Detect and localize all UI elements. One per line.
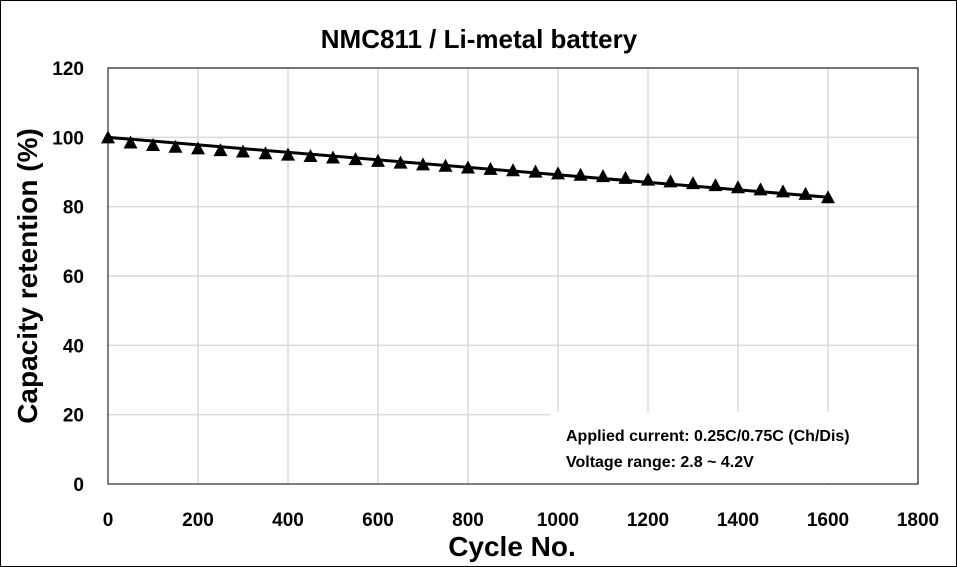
data-point-marker: [393, 155, 408, 169]
data-point-marker: [731, 180, 745, 194]
data-point-marker: [821, 190, 835, 204]
data-point-marker: [371, 153, 385, 167]
x-tick-label: 1800: [897, 510, 939, 531]
data-point-marker: [483, 161, 498, 175]
x-tick-label: 0: [103, 510, 114, 531]
data-point-marker: [101, 130, 115, 144]
data-point-marker: [236, 144, 250, 158]
data-point-marker: [798, 186, 813, 200]
data-point-marker: [213, 143, 228, 157]
data-point-marker: [708, 178, 723, 192]
data-point-marker: [528, 164, 543, 178]
x-axis-label: Cycle No.: [448, 531, 576, 562]
annotation-box: [550, 412, 917, 483]
data-point-marker: [303, 149, 318, 163]
data-point-marker: [776, 184, 790, 198]
series-markers: [101, 130, 835, 204]
data-point-marker: [551, 166, 565, 180]
y-tick-label: 20: [63, 406, 84, 427]
data-point-marker: [596, 169, 610, 183]
data-point-marker: [168, 139, 183, 153]
x-tick-label: 1600: [807, 510, 849, 531]
y-tick-label: 100: [52, 128, 84, 149]
y-tick-label: 60: [63, 267, 84, 288]
x-tick-label: 1400: [717, 510, 759, 531]
y-tick-label: 80: [63, 198, 84, 219]
y-tick-label: 120: [52, 59, 84, 80]
data-point-marker: [663, 174, 678, 188]
data-point-marker: [348, 152, 363, 166]
annotation-voltage-range: Voltage range: 2.8 ~ 4.2V: [566, 454, 754, 471]
data-point-marker: [258, 146, 273, 160]
plot-area: [107, 67, 919, 485]
x-tick-label: 800: [452, 510, 484, 531]
data-point-marker: [191, 141, 205, 155]
data-point-marker: [326, 150, 340, 164]
data-point-marker: [461, 160, 475, 174]
annotation-applied-current: Applied current: 0.25C/0.75C (Ch/Dis): [566, 428, 850, 445]
data-point-marker: [146, 137, 160, 151]
data-point-marker: [123, 135, 138, 149]
data-point-marker: [618, 170, 633, 184]
data-point-marker: [281, 147, 295, 161]
data-point-marker: [641, 172, 655, 186]
y-tick-label: 40: [63, 336, 84, 357]
x-tick-label: 200: [182, 510, 214, 531]
chart-title: NMC811 / Li-metal battery: [321, 24, 638, 54]
y-axis-ticks: 0 20 40 60 80 100 120: [52, 59, 84, 496]
y-axis-label: Capacity retention (%): [12, 128, 43, 424]
x-axis-ticks: 0 200 400 600 800 1000 1200 1400 1600 1800: [103, 510, 939, 531]
data-point-marker: [573, 167, 588, 181]
data-point-marker: [506, 163, 520, 177]
data-point-marker: [416, 157, 430, 171]
x-tick-label: 1200: [627, 510, 669, 531]
y-tick-label: 0: [73, 475, 84, 496]
x-tick-label: 400: [272, 510, 304, 531]
x-tick-label: 600: [362, 510, 394, 531]
data-point-marker: [438, 158, 453, 172]
data-point-marker: [753, 182, 768, 196]
data-point-marker: [686, 176, 700, 190]
x-tick-label: 1000: [537, 510, 579, 531]
